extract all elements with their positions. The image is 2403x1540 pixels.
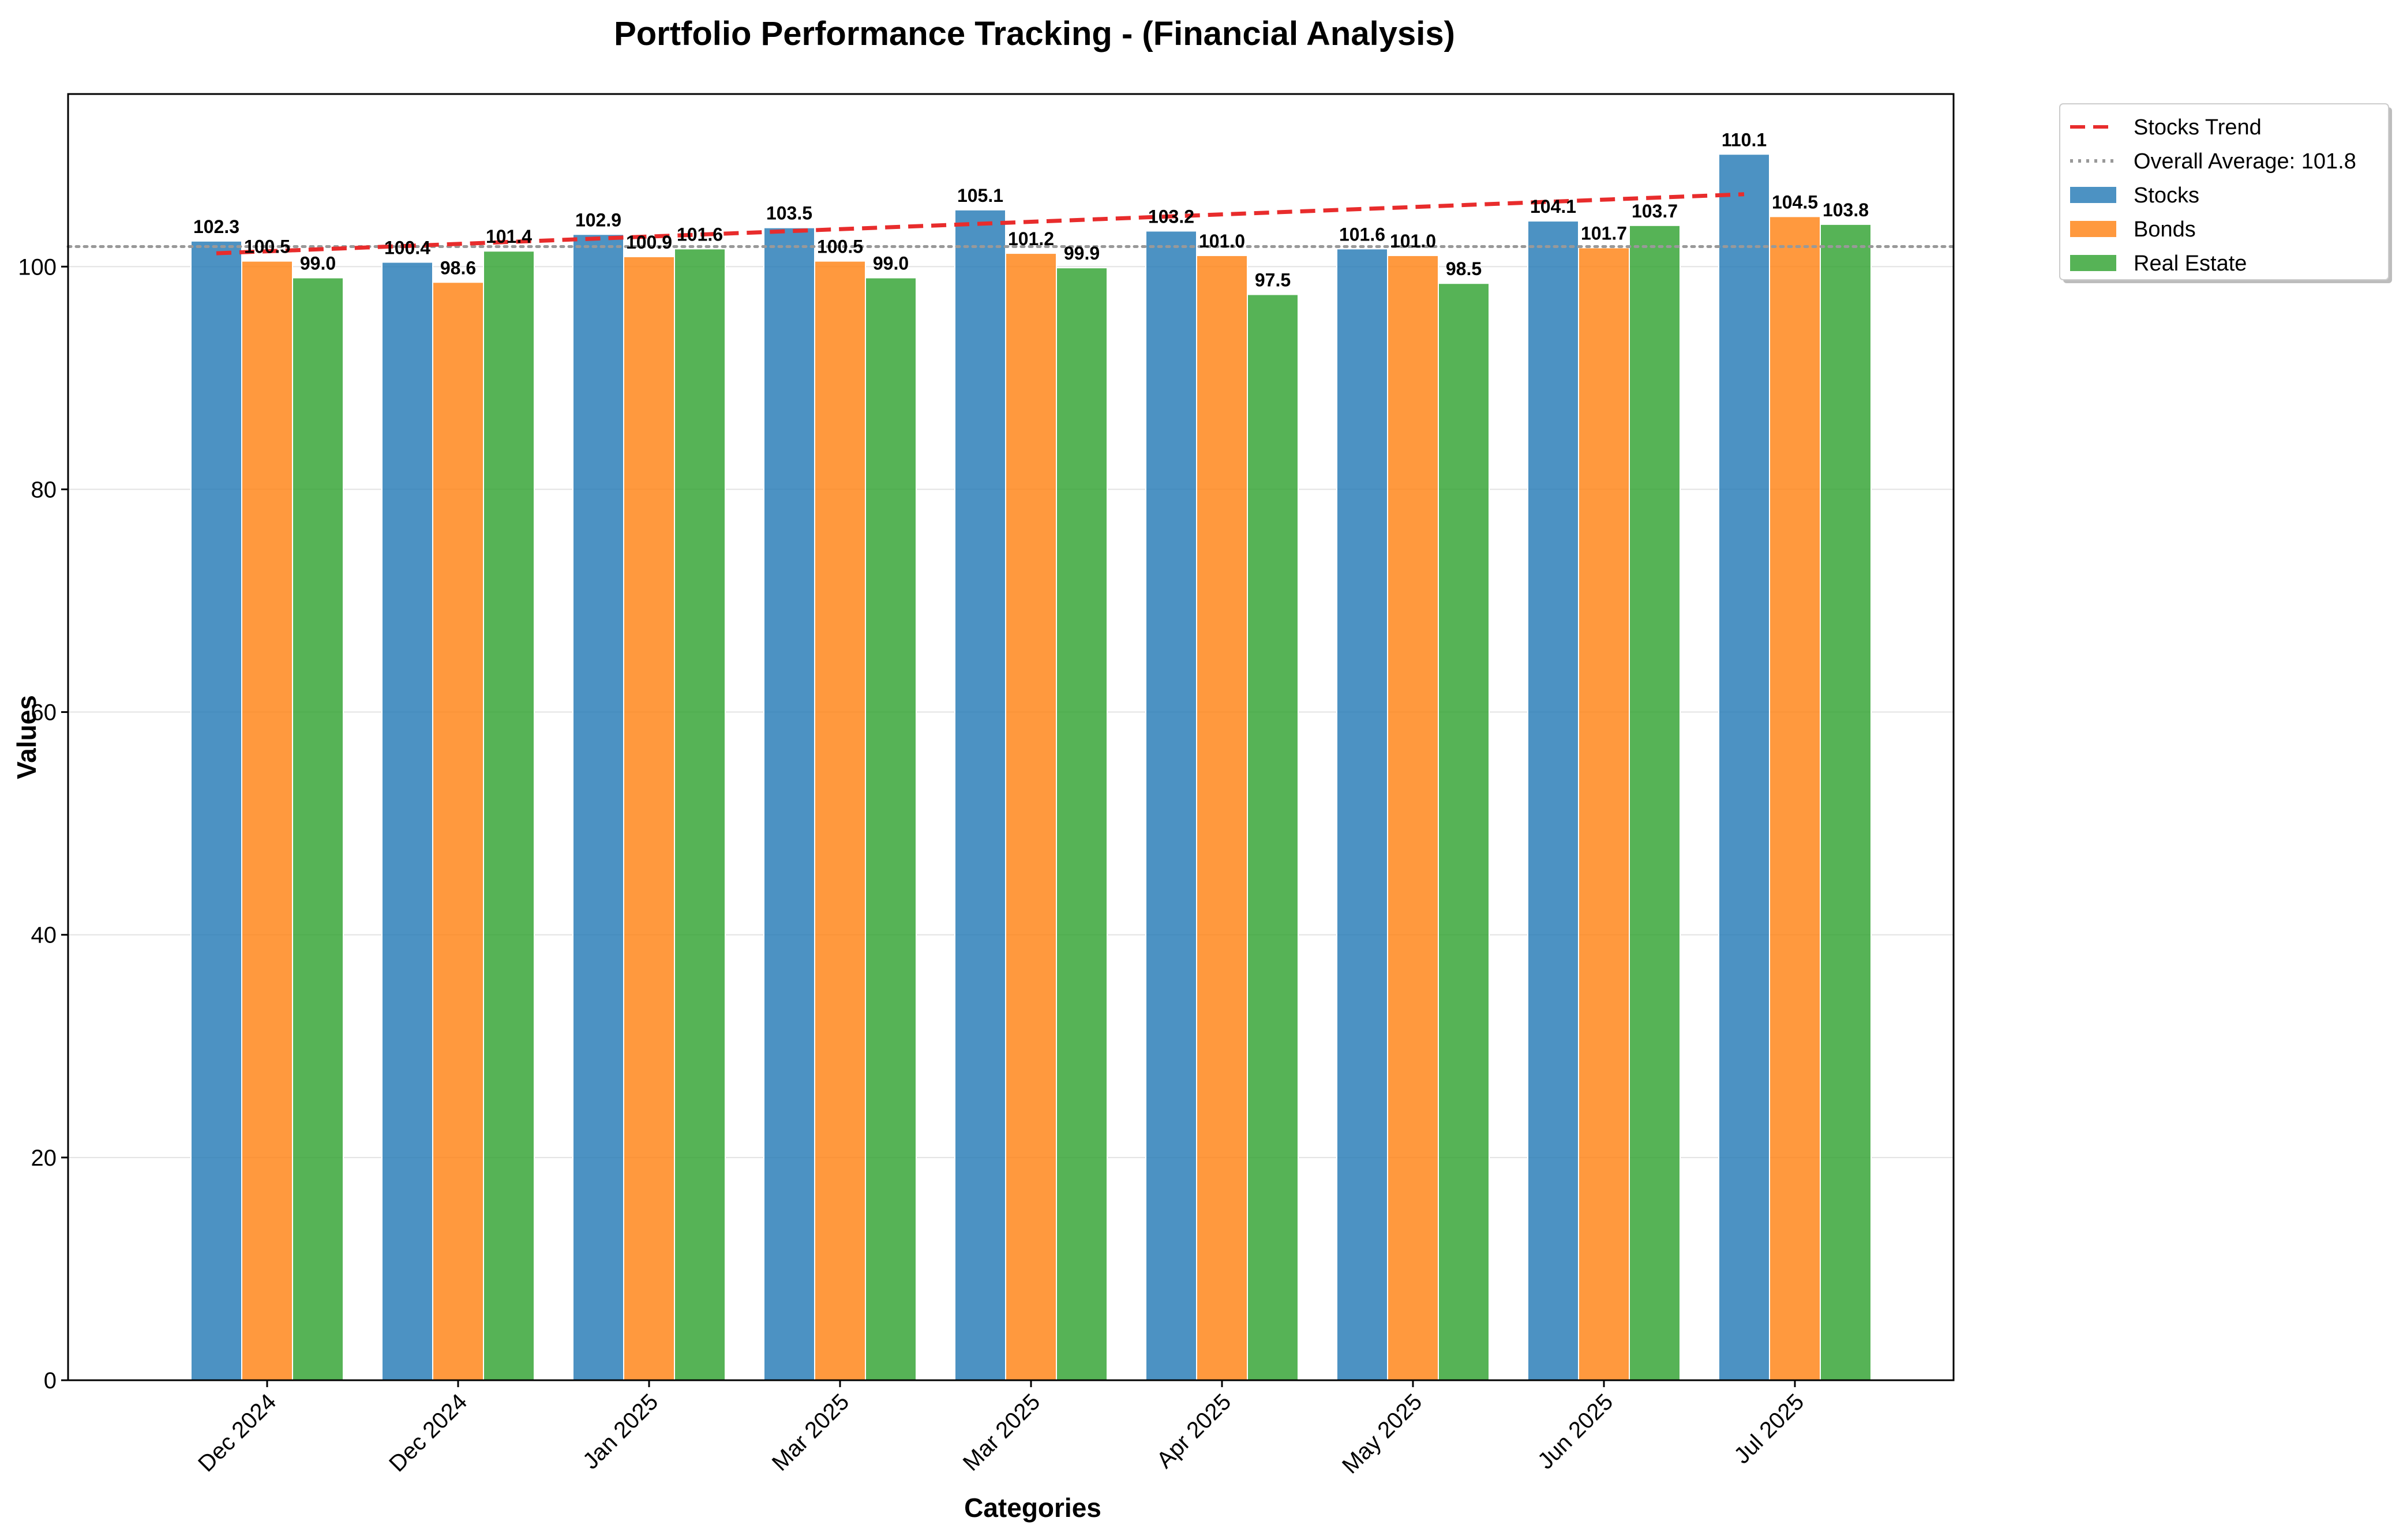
- value-label: 101.2: [1008, 228, 1054, 249]
- bar-real-estate: [1629, 224, 1681, 1381]
- value-label: 99.9: [1064, 243, 1100, 264]
- bar-stocks: [381, 261, 433, 1381]
- value-label: 102.3: [193, 216, 239, 237]
- value-label: 103.8: [1823, 200, 1869, 220]
- legend-item-stocks-trend: Stocks Trend: [2134, 115, 2262, 140]
- bar-bonds: [1196, 254, 1248, 1381]
- bar-real-estate: [1438, 283, 1490, 1381]
- bar-stocks: [1718, 153, 1770, 1381]
- y-tick-label: 40: [31, 923, 57, 948]
- legend-item-real-estate-swatch: [2070, 255, 2116, 271]
- bar-stocks: [1145, 230, 1197, 1381]
- value-label: 110.1: [1722, 129, 1767, 150]
- value-label: 99.0: [300, 253, 336, 274]
- value-label: 100.9: [626, 232, 672, 253]
- value-label: 98.6: [440, 257, 476, 278]
- legend-item-stocks-swatch: [2070, 187, 2116, 203]
- bars: [190, 153, 1872, 1381]
- legend-box: [2059, 103, 2389, 280]
- value-label: 98.5: [1446, 258, 1482, 279]
- value-label: 99.0: [873, 253, 909, 274]
- value-label: 102.9: [575, 209, 621, 230]
- legend: Stocks Trend Overall Average: 101.8 Stocks…: [2059, 103, 2392, 283]
- value-label: 100.4: [384, 238, 430, 258]
- value-label: 101.4: [486, 226, 532, 247]
- y-tick-label: 60: [31, 700, 57, 726]
- bar-real-estate: [674, 248, 726, 1381]
- bar-real-estate: [865, 277, 917, 1381]
- bar-bonds: [1578, 247, 1630, 1381]
- y-tick-label: 100: [18, 254, 57, 280]
- plot-frame: [67, 93, 1955, 1381]
- value-label: 103.7: [1632, 201, 1678, 221]
- value-label: 100.5: [244, 236, 290, 257]
- bar-stocks: [763, 227, 815, 1381]
- value-label: 103.2: [1148, 206, 1194, 227]
- y-tick-label: 20: [31, 1145, 57, 1171]
- reference-lines: [66, 192, 1955, 256]
- value-label: 97.5: [1255, 270, 1291, 291]
- bar-bonds: [623, 256, 675, 1381]
- value-label: 104.1: [1530, 196, 1576, 217]
- bar-bonds: [814, 260, 866, 1381]
- legend-item-real-estate: Real Estate: [2134, 251, 2247, 276]
- value-label: 101.6: [1339, 224, 1385, 245]
- bar-real-estate: [483, 250, 535, 1381]
- y-tick-label: 0: [44, 1368, 57, 1393]
- value-label: 101.0: [1390, 231, 1436, 251]
- bar-real-estate: [292, 277, 344, 1381]
- value-label: 103.5: [766, 203, 812, 224]
- bar-bonds: [432, 281, 484, 1381]
- bar-bonds: [1005, 253, 1057, 1381]
- bar-stocks: [190, 240, 242, 1381]
- bar-real-estate: [1247, 294, 1299, 1381]
- bar-bonds: [1769, 216, 1821, 1381]
- bar-bonds: [241, 260, 293, 1381]
- y-axis-title: Values: [12, 695, 42, 779]
- value-label: 101.6: [677, 224, 723, 245]
- legend-item-stocks: Stocks: [2134, 183, 2199, 208]
- value-label: 104.5: [1772, 191, 1818, 212]
- legend-item-bonds-swatch: [2070, 221, 2116, 237]
- bar-stocks: [1527, 220, 1579, 1381]
- bar-bonds: [1387, 254, 1439, 1381]
- value-label: 101.0: [1199, 231, 1245, 251]
- y-tick-label: 80: [31, 477, 57, 502]
- legend-item-overall-average: Overall Average: 101.8: [2134, 149, 2356, 174]
- value-label: 100.5: [817, 236, 863, 257]
- bar-stocks: [572, 234, 624, 1381]
- value-label: 105.1: [957, 185, 1003, 206]
- x-axis-title: Categories: [964, 1493, 1101, 1523]
- bar-stocks: [1336, 248, 1388, 1381]
- value-label: 101.7: [1581, 223, 1627, 243]
- stocks-trend-line: [216, 192, 1745, 256]
- bar-real-estate: [1056, 267, 1108, 1381]
- chart-title: Portfolio Performance Tracking - (Financ…: [614, 15, 1455, 52]
- value-labels: 102.3 100.4 102.9 103.5 105.1 103.2 101.6 104.1…: [193, 129, 1869, 290]
- bar-stocks: [954, 209, 1006, 1381]
- bar-real-estate: [1820, 223, 1872, 1381]
- y-axis: 0 20 40 60 80 100: [18, 254, 68, 1393]
- legend-item-bonds: Bonds: [2134, 217, 2196, 242]
